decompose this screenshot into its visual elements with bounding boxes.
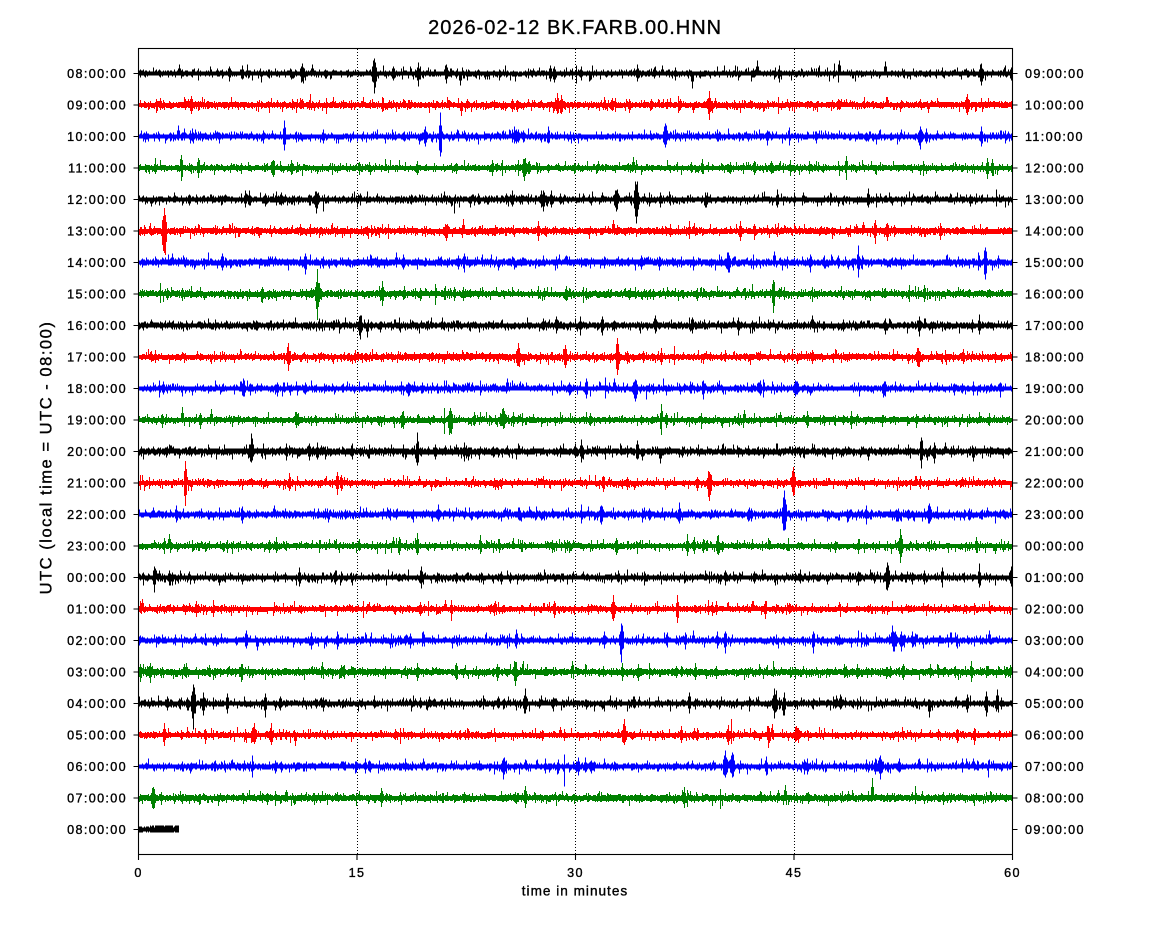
- svg-text:03:00:00: 03:00:00: [1025, 634, 1085, 648]
- svg-text:20:00:00: 20:00:00: [67, 445, 127, 459]
- svg-text:21:00:00: 21:00:00: [67, 476, 127, 490]
- svg-text:09:00:00: 09:00:00: [1025, 67, 1085, 81]
- svg-text:00:00:00: 00:00:00: [67, 571, 127, 585]
- svg-text:23:00:00: 23:00:00: [67, 539, 127, 553]
- svg-text:16:00:00: 16:00:00: [1025, 287, 1085, 301]
- svg-text:15:00:00: 15:00:00: [1025, 256, 1085, 270]
- svg-text:22:00:00: 22:00:00: [1025, 476, 1085, 490]
- svg-text:02:00:00: 02:00:00: [1025, 602, 1085, 616]
- svg-text:09:00:00: 09:00:00: [1025, 823, 1085, 837]
- svg-text:23:00:00: 23:00:00: [1025, 508, 1085, 522]
- svg-text:04:00:00: 04:00:00: [1025, 665, 1085, 679]
- svg-text:14:00:00: 14:00:00: [1025, 224, 1085, 238]
- svg-text:13:00:00: 13:00:00: [1025, 193, 1085, 207]
- svg-text:time in minutes: time in minutes: [522, 884, 628, 899]
- svg-text:30: 30: [567, 866, 584, 880]
- svg-text:21:00:00: 21:00:00: [1025, 445, 1085, 459]
- svg-text:05:00:00: 05:00:00: [1025, 697, 1085, 711]
- svg-text:12:00:00: 12:00:00: [1025, 161, 1085, 175]
- svg-text:16:00:00: 16:00:00: [67, 319, 127, 333]
- svg-text:00:00:00: 00:00:00: [1025, 539, 1085, 553]
- svg-text:08:00:00: 08:00:00: [67, 823, 127, 837]
- svg-text:13:00:00: 13:00:00: [67, 224, 127, 238]
- svg-text:05:00:00: 05:00:00: [67, 728, 127, 742]
- svg-text:10:00:00: 10:00:00: [1025, 98, 1085, 112]
- svg-text:11:00:00: 11:00:00: [68, 161, 127, 175]
- svg-text:07:00:00: 07:00:00: [1025, 760, 1085, 774]
- svg-text:03:00:00: 03:00:00: [67, 665, 127, 679]
- svg-text:02:00:00: 02:00:00: [67, 634, 127, 648]
- svg-text:01:00:00: 01:00:00: [1025, 571, 1085, 585]
- svg-text:08:00:00: 08:00:00: [1025, 791, 1085, 805]
- svg-text:15:00:00: 15:00:00: [67, 287, 127, 301]
- svg-text:17:00:00: 17:00:00: [1025, 319, 1085, 333]
- svg-text:12:00:00: 12:00:00: [67, 193, 127, 207]
- svg-text:08:00:00: 08:00:00: [67, 67, 127, 81]
- svg-text:17:00:00: 17:00:00: [67, 350, 127, 364]
- svg-text:06:00:00: 06:00:00: [67, 760, 127, 774]
- svg-text:45: 45: [786, 866, 803, 880]
- svg-text:UTC (local time = UTC - 08:00): UTC (local time = UTC - 08:00): [37, 321, 55, 595]
- svg-text:0: 0: [134, 866, 142, 880]
- svg-text:15: 15: [349, 866, 366, 880]
- svg-text:10:00:00: 10:00:00: [67, 130, 127, 144]
- svg-text:18:00:00: 18:00:00: [67, 382, 127, 396]
- svg-text:04:00:00: 04:00:00: [67, 697, 127, 711]
- svg-text:06:00:00: 06:00:00: [1025, 728, 1085, 742]
- svg-text:07:00:00: 07:00:00: [67, 791, 127, 805]
- svg-text:11:00:00: 11:00:00: [1025, 130, 1084, 144]
- svg-text:22:00:00: 22:00:00: [67, 508, 127, 522]
- svg-text:19:00:00: 19:00:00: [1025, 382, 1085, 396]
- svg-text:14:00:00: 14:00:00: [67, 256, 127, 270]
- svg-text:19:00:00: 19:00:00: [67, 413, 127, 427]
- svg-text:01:00:00: 01:00:00: [67, 602, 127, 616]
- svg-text:18:00:00: 18:00:00: [1025, 350, 1085, 364]
- svg-text:2026-02-12 BK.FARB.00.HNN: 2026-02-12 BK.FARB.00.HNN: [428, 17, 722, 39]
- svg-text:60: 60: [1004, 866, 1021, 880]
- svg-text:20:00:00: 20:00:00: [1025, 413, 1085, 427]
- svg-text:09:00:00: 09:00:00: [67, 98, 127, 112]
